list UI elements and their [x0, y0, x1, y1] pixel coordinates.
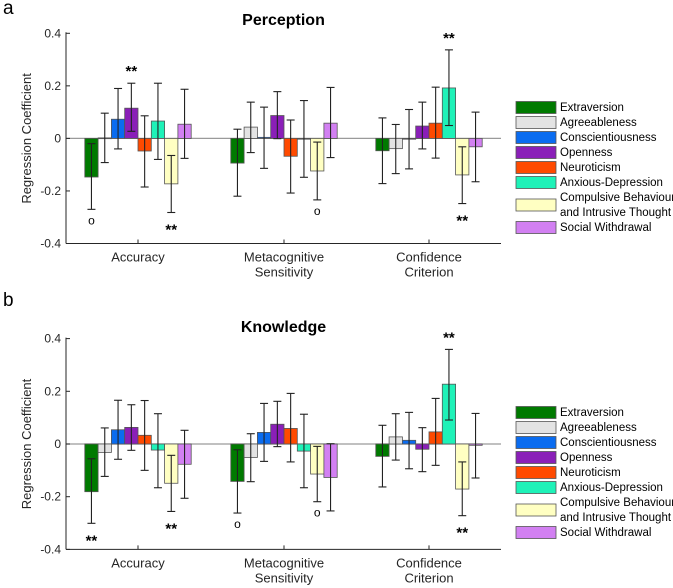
x-tick-label: Metacognitive [244, 555, 324, 570]
y-tick-label: -0.4 [40, 237, 61, 251]
y-tick-label: 0 [54, 437, 61, 451]
chart-title: Knowledge [241, 319, 326, 336]
legend-label: Extraversion [560, 102, 624, 114]
legend-swatch [515, 176, 557, 189]
significance-stars: ** [456, 213, 468, 230]
legend-label: Conscientiousness [560, 132, 657, 144]
legend-label: Neuroticism [560, 162, 621, 174]
legend-label: Anxious-Depression [560, 177, 663, 189]
legend-label: Anxious-Depression [560, 482, 663, 494]
x-tick-label: Criterion [404, 265, 453, 280]
legend-label: Agreeableness [560, 422, 637, 434]
legend-swatch [515, 116, 557, 129]
significance-stars: ** [126, 63, 138, 80]
x-tick-label: Confidence [396, 250, 462, 265]
legend-label: Compulsive Behaviour [560, 192, 673, 204]
legend-label: and Intrusive Thought [560, 207, 672, 219]
legend-swatch [515, 466, 557, 479]
legend-swatch [515, 436, 557, 449]
panel-label: b [3, 290, 14, 311]
legend-swatch [515, 421, 557, 434]
legend-label: Openness [560, 452, 613, 464]
significance-stars: ** [456, 525, 468, 542]
panel-b: b Knowledge Regression Coefficient 0.4 0.2 0 -… [3, 290, 673, 585]
legend-swatch [515, 451, 557, 464]
y-tick-label: -0.4 [40, 542, 61, 556]
legend-swatch [515, 221, 557, 234]
legend-label: and Intrusive Thought [560, 512, 672, 524]
legend: Extraversion Agreeableness Conscientiousne… [515, 101, 673, 234]
y-tick-label: 0 [54, 131, 61, 145]
y-tick-label: 0.2 [44, 384, 61, 398]
legend-swatch [515, 503, 557, 517]
y-tick-label: -0.2 [40, 184, 61, 198]
y-tick-label: 0.4 [44, 26, 61, 40]
y-tick-label: 0.4 [44, 332, 61, 346]
x-tick-label: Accuracy [111, 250, 165, 265]
x-tick-label: Accuracy [111, 555, 165, 570]
legend-swatch [515, 161, 557, 174]
trend-marker: o [314, 204, 321, 218]
trend-marker: o [314, 506, 321, 520]
chart-title: Perception [242, 12, 325, 29]
legend-label: Extraversion [560, 407, 624, 419]
x-tick-label: Sensitivity [255, 570, 314, 585]
legend-label: Compulsive Behaviour [560, 497, 673, 509]
legend-label: Neuroticism [560, 467, 621, 479]
legend-swatch [515, 131, 557, 144]
panel-a: a Perception Regression Coefficient 0.4 0.2 0… [3, 0, 673, 280]
significance-stars: ** [165, 520, 177, 537]
legend-label: Conscientiousness [560, 437, 657, 449]
legend: Extraversion Agreeableness Conscientiousne… [515, 406, 673, 539]
legend-swatch [515, 101, 557, 114]
legend-swatch [515, 481, 557, 494]
significance-stars: ** [86, 532, 98, 549]
trend-marker: o [88, 213, 95, 227]
legend-swatch [515, 526, 557, 539]
legend-label: Agreeableness [560, 117, 637, 129]
x-tick-label: Confidence [396, 555, 462, 570]
legend-label: Openness [560, 147, 613, 159]
x-tick-label: Sensitivity [255, 265, 314, 280]
y-tick-label: -0.2 [40, 490, 61, 504]
significance-stars: ** [443, 329, 455, 346]
legend-swatch [515, 406, 557, 419]
y-axis-label: Regression Coefficient [19, 378, 34, 509]
y-axis-label: Regression Coefficient [19, 73, 34, 204]
trend-marker: o [234, 517, 241, 531]
x-tick-label: Metacognitive [244, 250, 324, 265]
x-tick-label: Criterion [404, 570, 453, 585]
legend-label: Social Withdrawal [560, 527, 651, 539]
legend-label: Social Withdrawal [560, 222, 651, 234]
legend-swatch [515, 198, 557, 212]
y-tick-label: 0.2 [44, 79, 61, 93]
significance-stars: ** [443, 30, 455, 47]
significance-stars: ** [165, 221, 177, 238]
legend-swatch [515, 146, 557, 159]
panel-label: a [3, 0, 14, 19]
